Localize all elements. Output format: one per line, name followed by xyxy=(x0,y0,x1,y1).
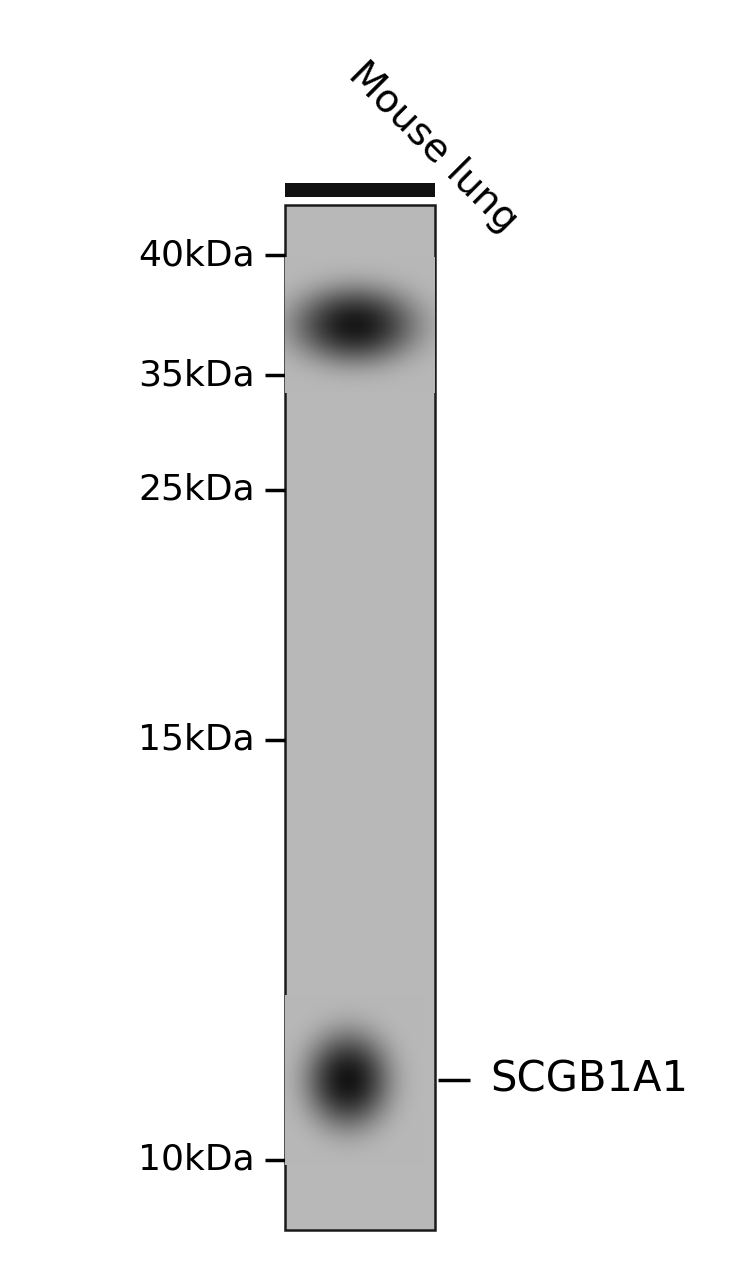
Text: 35kDa: 35kDa xyxy=(138,358,255,392)
Text: 40kDa: 40kDa xyxy=(138,238,255,271)
Text: 25kDa: 25kDa xyxy=(138,474,255,507)
Text: SCGB1A1: SCGB1A1 xyxy=(490,1059,688,1101)
Bar xyxy=(285,205,435,1230)
Bar xyxy=(285,183,435,197)
Text: 10kDa: 10kDa xyxy=(138,1143,255,1178)
Text: Mouse lung: Mouse lung xyxy=(341,55,526,239)
Text: 15kDa: 15kDa xyxy=(138,723,255,756)
